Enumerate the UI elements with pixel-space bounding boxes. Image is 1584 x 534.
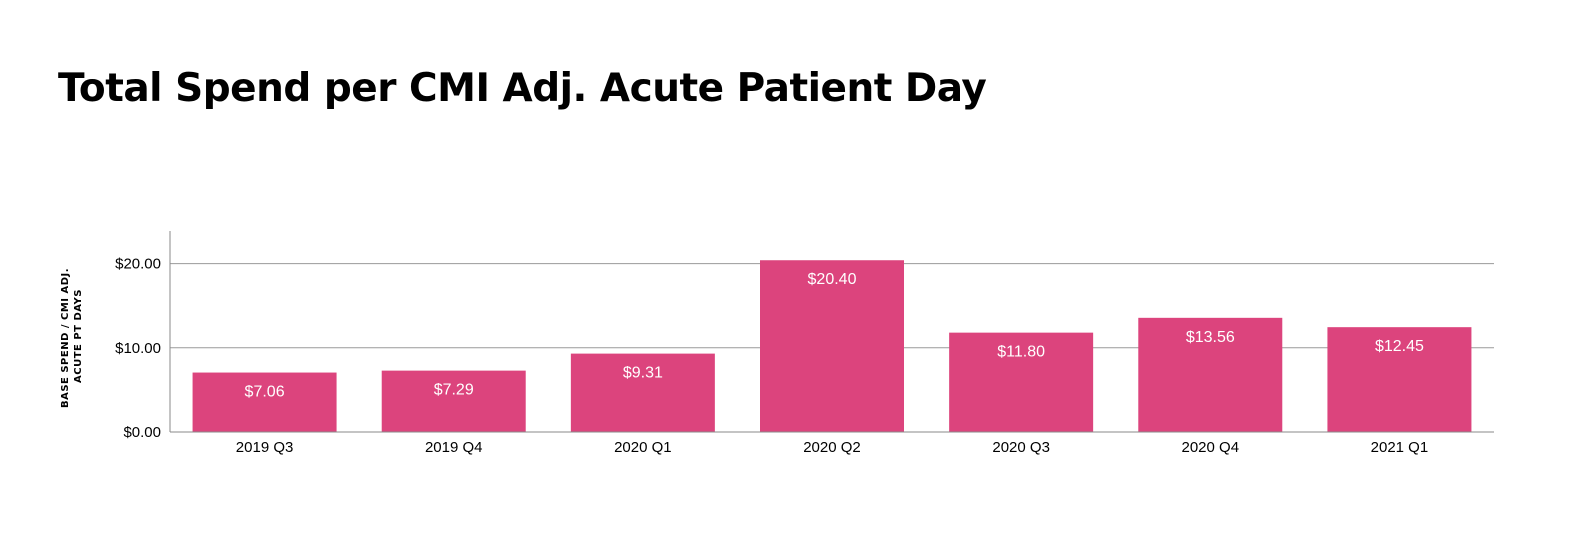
- bars: [192, 260, 1472, 432]
- x-category-label: 2020 Q2: [803, 439, 861, 456]
- bar: [1327, 327, 1472, 432]
- y-tick-label: $0.00: [123, 424, 161, 441]
- bar-value-label: $13.56: [1186, 329, 1235, 346]
- bar-value-label: $7.06: [245, 384, 285, 401]
- x-category-label: 2019 Q4: [425, 439, 483, 456]
- bar-value-label: $12.45: [1375, 338, 1424, 355]
- x-category-label: 2020 Q4: [1182, 439, 1240, 456]
- y-axis-tick-labels: $0.00 $10.00 $20.00: [115, 256, 161, 441]
- bar: [1138, 317, 1283, 432]
- bar: [192, 372, 337, 432]
- bar-value-label: $7.29: [434, 382, 474, 399]
- y-axis-title-line-2: ACUTE PT DAYS: [73, 289, 84, 383]
- x-category-label: 2020 Q1: [614, 439, 672, 456]
- x-category-label: 2020 Q3: [992, 439, 1050, 456]
- x-axis-category-labels: 2019 Q3 2019 Q4 2020 Q1 2020 Q2 2020 Q3 2020 …: [236, 439, 1428, 456]
- y-axis-title-line-1: BASE SPEND / CMI ADJ.: [60, 268, 71, 408]
- bar: [949, 332, 1094, 432]
- bar-value-label: $11.80: [997, 344, 1045, 361]
- chart-title: Total Spend per CMI Adj. Acute Patient D…: [58, 66, 987, 111]
- y-tick-label: $10.00: [115, 340, 161, 357]
- bar-value-label: $20.40: [808, 271, 857, 288]
- bar: [760, 260, 904, 432]
- bar: [570, 353, 715, 432]
- x-category-label: 2021 Q1: [1371, 439, 1429, 456]
- x-category-label: 2019 Q3: [236, 439, 294, 456]
- bar-value-label: $9.31: [623, 365, 663, 382]
- bar: [381, 370, 526, 432]
- y-tick-label: $20.00: [115, 256, 161, 273]
- bar-value-labels: $7.06 $7.29 $9.31 $20.40 $11.80 $13.56 $12.45: [245, 271, 1424, 400]
- y-axis-title: BASE SPEND / CMI ADJ. ACUTE PT DAYS: [60, 264, 84, 408]
